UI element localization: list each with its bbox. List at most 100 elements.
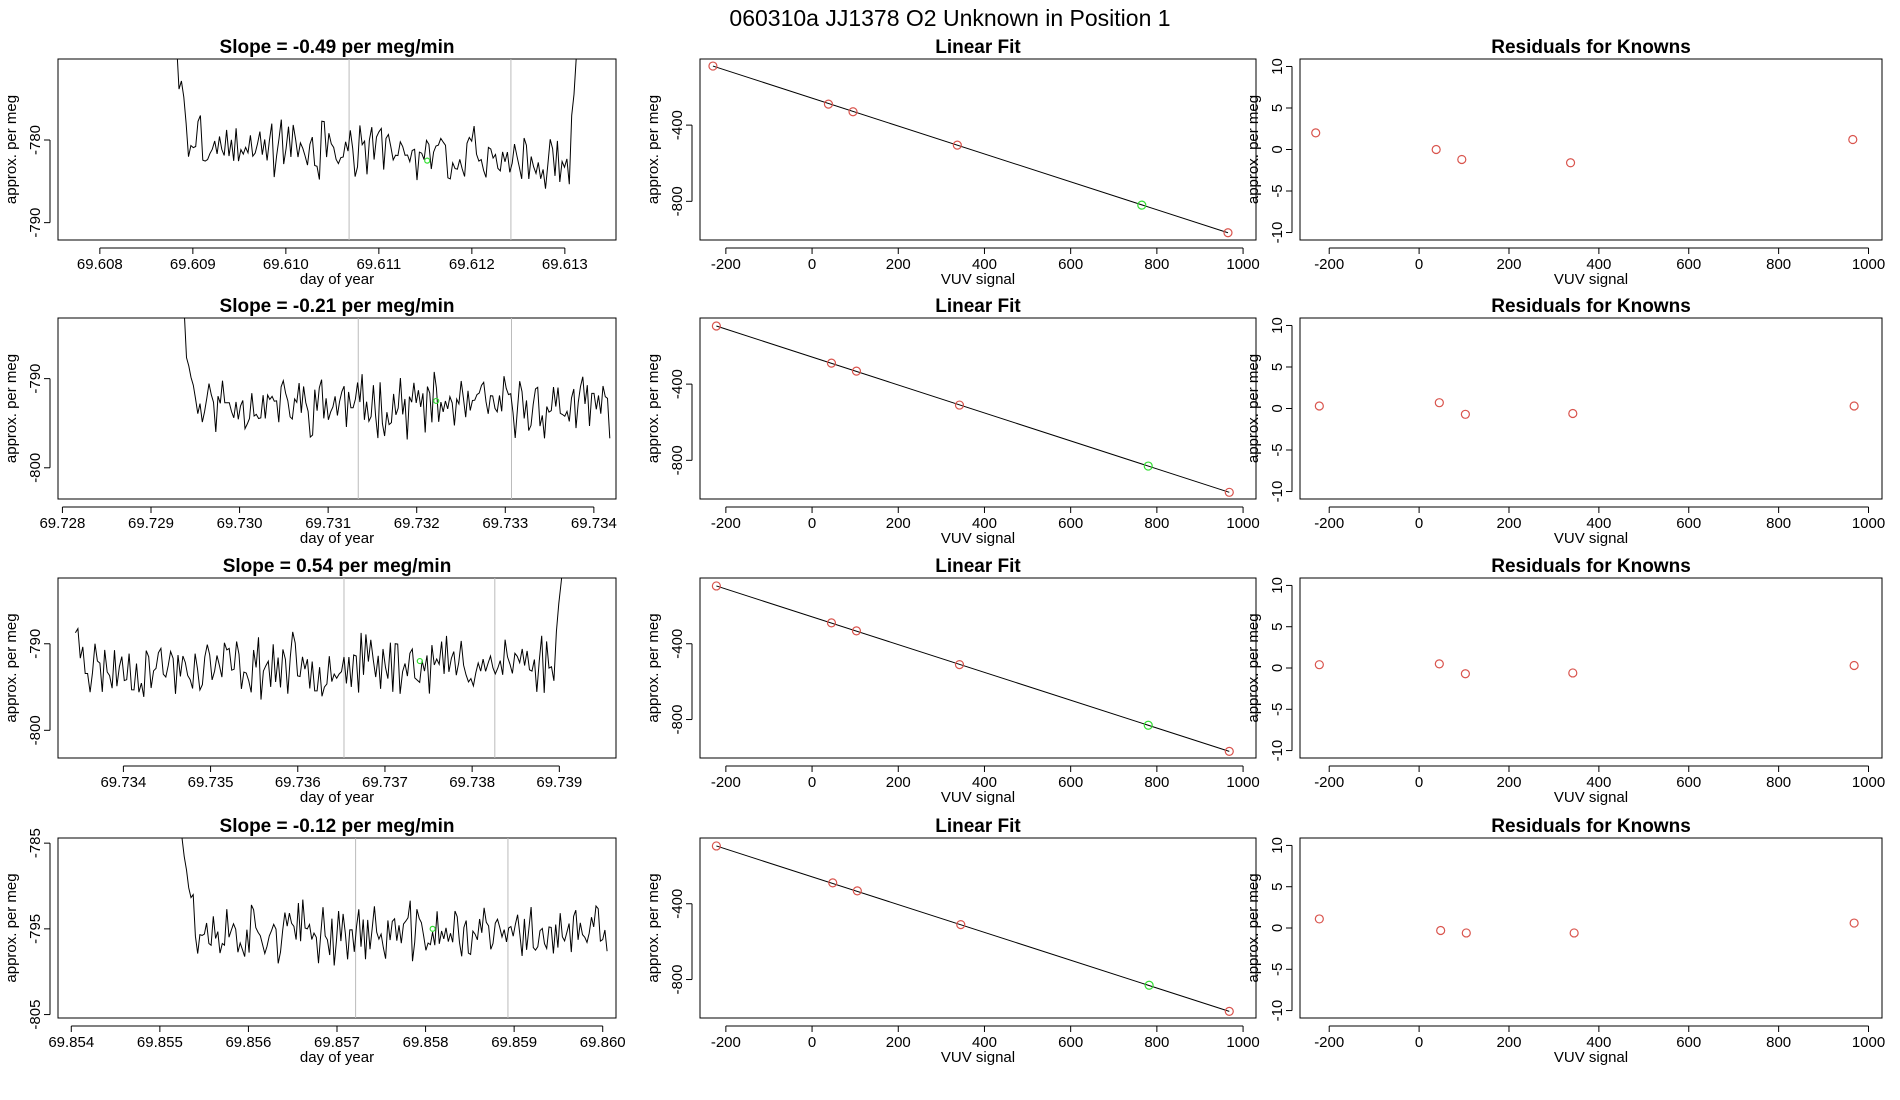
chart-linear-fit-row1-y-label: approx. per meg (645, 95, 662, 204)
chart-timeseries-row1: Slope = -0.49 per meg/min 69.608 69.609 69.… (3, 37, 617, 288)
chart-linear-fit-row3-plot-frame (699, 577, 1257, 759)
chart-timeseries-row2-y-tick-label: -790 (27, 364, 44, 394)
chart-timeseries-row1-data-area (176, 59, 577, 240)
chart-timeseries-row4-x-tick-label: 69.859 (491, 1034, 537, 1051)
chart-timeseries-row2-x-tick-label: 69.733 (482, 515, 528, 532)
chart-timeseries-row4-series-line (181, 838, 608, 966)
chart-residuals-row3-known-point (1314, 660, 1324, 670)
chart-timeseries-row3-x-tick-label: 69.734 (100, 774, 146, 791)
chart-linear-fit-row4-y-tick-label: -800 (669, 965, 686, 995)
chart-linear-fit-row1-y-tick-label: -800 (669, 186, 686, 216)
chart-residuals-row4: Residuals for Knowns-200 0 200 400 600 800 100… (1245, 816, 1885, 1066)
chart-residuals-row2-y-tick-label: 5 (1269, 363, 1286, 371)
chart-linear-fit-row3-data-area (711, 581, 1234, 756)
chart-linear-fit-row2-x-tick-label: 600 (1058, 515, 1083, 532)
chart-residuals-row2: Residuals for Knowns-200 0 200 400 600 800 100… (1245, 296, 1885, 547)
chart-linear-fit-row1-data-area (708, 61, 1233, 238)
chart-linear-fit-row3-known-point (826, 618, 837, 628)
chart-timeseries-row1-x-tick-label: 69.611 (356, 256, 401, 273)
chart-linear-fit-row3-y-tick-label: -400 (669, 629, 686, 659)
chart-residuals-row1-known-point (1311, 128, 1321, 138)
chart-linear-fit-row3-known-point (1224, 746, 1234, 756)
chart-timeseries-row4-y-label: approx. per meg (3, 873, 20, 982)
chart-linear-fit-row2-fit-line (716, 325, 1230, 493)
chart-linear-fit-row2-title: Linear Fit (935, 296, 1021, 317)
chart-timeseries-row2-x-tick-label: 69.731 (305, 515, 351, 532)
chart-linear-fit-row1-x-tick-label: 400 (972, 256, 997, 273)
chart-linear-fit-row1-x-tick-label: 600 (1058, 256, 1083, 273)
chart-linear-fit-row4-known-point (1224, 1006, 1234, 1016)
chart-linear-fit-row3-known-point (711, 581, 721, 591)
chart-residuals-row4-data-area (1314, 914, 1859, 938)
chart-residuals-row1-y-tick-label: 0 (1269, 145, 1286, 153)
chart-linear-fit-row2-plot-frame (699, 317, 1257, 500)
chart-residuals-row2-x-tick-label: 600 (1676, 515, 1701, 532)
chart-residuals-row3-y-tick-label: 10 (1269, 577, 1286, 594)
chart-residuals-row1-x-label: VUV signal (1554, 271, 1628, 288)
chart-residuals-row2-plot-frame (1299, 317, 1883, 500)
chart-residuals-row3-title: Residuals for Knowns (1491, 556, 1691, 577)
chart-residuals-row3: Residuals for Knowns-200 0 200 400 600 800 100… (1245, 556, 1885, 806)
chart-timeseries-row4-x-tick-label: 69.854 (48, 1034, 94, 1051)
chart-timeseries-row2-x-tick-label: 69.732 (394, 515, 440, 532)
chart-linear-fit-row4: Linear Fit -200 0 200 400 600 800 1000 VUV signa… (645, 816, 1260, 1066)
chart-residuals-row1-y-label: approx. per meg (1245, 95, 1262, 204)
chart-residuals-row2-title: Residuals for Knowns (1491, 296, 1691, 317)
chart-residuals-row1-title: Residuals for Knowns (1491, 37, 1691, 58)
chart-linear-fit-row2-known-point (954, 400, 965, 410)
chart-linear-fit-row3: Linear Fit -200 0 200 400 600 800 1000 VUV signa… (645, 556, 1260, 806)
chart-linear-fit-row3-y-label: approx. per meg (645, 613, 662, 722)
chart-timeseries-row4-title: Slope = -0.12 per meg/min (220, 816, 455, 837)
chart-linear-fit-row4-title: Linear Fit (935, 816, 1021, 837)
chart-linear-fit-row1-y-tick-label: -400 (669, 110, 686, 140)
chart-timeseries-row1-x-tick-label: 69.610 (263, 256, 309, 273)
chart-timeseries-row4-x-tick-label: 69.855 (137, 1034, 183, 1051)
chart-linear-fit-row4-x-tick-label: 800 (1144, 1034, 1169, 1051)
chart-linear-fit-row1-known-point (1223, 228, 1233, 238)
chart-linear-fit-row2-unknown-point (1143, 461, 1153, 471)
chart-residuals-row4-x-tick-label: -200 (1314, 1034, 1344, 1051)
chart-residuals-row3-x-tick-label: 0 (1415, 774, 1423, 791)
chart-residuals-row1-y-tick-label: -10 (1269, 222, 1286, 244)
chart-residuals-row4-x-tick-label: 400 (1586, 1034, 1611, 1051)
chart-linear-fit-row3-x-tick-label: -200 (711, 774, 741, 791)
chart-linear-fit-row4-x-label: VUV signal (941, 1049, 1015, 1066)
chart-timeseries-row2-x-label: day of year (300, 530, 374, 547)
chart-linear-fit-row3-x-tick-label: 0 (808, 774, 816, 791)
chart-residuals-row2-x-tick-label: 800 (1766, 515, 1791, 532)
chart-timeseries-row4-data-area (181, 838, 608, 1018)
chart-linear-fit-row2-x-tick-label: 400 (972, 515, 997, 532)
chart-residuals-row4-known-point (1436, 925, 1446, 936)
chart-timeseries-row3-title: Slope = 0.54 per meg/min (223, 556, 452, 577)
chart-timeseries-row4-plot-frame (57, 837, 617, 1019)
chart-residuals-row4-y-label: approx. per meg (1245, 873, 1262, 982)
chart-residuals-row4-plot-frame (1299, 837, 1883, 1019)
chart-linear-fit-row1-plot-frame (699, 58, 1257, 241)
chart-timeseries-row3-series-line (74, 578, 563, 700)
chart-residuals-row4-x-tick-label: 0 (1415, 1034, 1423, 1051)
chart-residuals-row3-y-tick-label: 0 (1269, 664, 1286, 672)
chart-linear-fit-row1-fit-line (712, 65, 1229, 234)
chart-residuals-row4-known-point (1461, 928, 1471, 938)
chart-timeseries-row4-x-tick-label: 69.857 (314, 1034, 360, 1051)
chart-residuals-row4-y-tick-label: 0 (1269, 924, 1286, 932)
chart-residuals-row2-x-tick-label: 0 (1415, 515, 1423, 532)
chart-timeseries-row1-x-tick-label: 69.609 (170, 256, 216, 273)
chart-linear-fit-row4-data-area (711, 841, 1234, 1016)
chart-residuals-row1-data-area (1311, 128, 1858, 168)
chart-residuals-row1-y-tick-label: -5 (1269, 184, 1286, 197)
chart-linear-fit-row2-data-area (711, 321, 1234, 497)
chart-residuals-row2-data-area (1314, 398, 1859, 419)
chart-residuals-row3-data-area (1314, 659, 1859, 679)
chart-linear-fit-row3-y-tick-label: -800 (669, 705, 686, 735)
chart-linear-fit-row2-y-tick-label: -800 (669, 445, 686, 475)
chart-timeseries-row3-y-label: approx. per meg (3, 613, 20, 722)
chart-timeseries-row1-series-line (176, 59, 577, 189)
chart-residuals-row3-y-label: approx. per meg (1245, 613, 1262, 722)
chart-linear-fit-row1: Linear Fit -200 0 200 400 600 800 1000 VUV signa… (645, 37, 1260, 288)
chart-linear-fit-row4-plot-frame (699, 837, 1257, 1019)
chart-residuals-row3-x-tick-label: -200 (1314, 774, 1344, 791)
chart-timeseries-row2-x-tick-label: 69.734 (571, 515, 617, 532)
chart-linear-fit-row1-known-point (708, 61, 718, 71)
chart-residuals-row4-x-label: VUV signal (1554, 1049, 1628, 1066)
